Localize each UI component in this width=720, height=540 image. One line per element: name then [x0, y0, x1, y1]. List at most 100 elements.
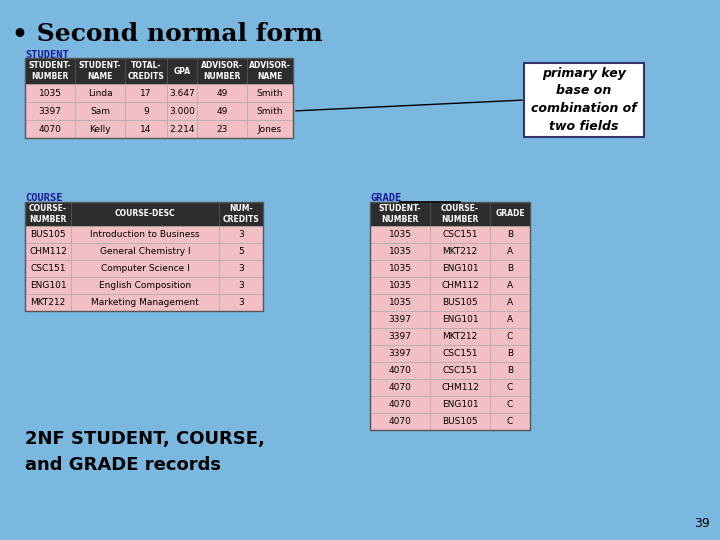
Text: General Chemistry I: General Chemistry I	[99, 247, 190, 256]
Text: 3397: 3397	[389, 315, 412, 324]
Text: ADVISOR-
NAME: ADVISOR- NAME	[249, 62, 291, 80]
Text: 9: 9	[143, 106, 149, 116]
Bar	[197, 84, 247, 102]
Bar	[370, 226, 430, 243]
Text: ENG101: ENG101	[441, 400, 478, 409]
Bar	[370, 260, 430, 277]
Text: GRADE: GRADE	[495, 210, 525, 219]
Bar	[25, 277, 71, 294]
Text: ENG101: ENG101	[441, 315, 478, 324]
Text: STUDENT-
NUMBER: STUDENT- NUMBER	[379, 204, 421, 224]
Bar	[197, 120, 247, 138]
Bar	[490, 379, 530, 396]
Text: MKT212: MKT212	[442, 332, 477, 341]
Text: 23: 23	[216, 125, 228, 133]
Text: 39: 39	[694, 517, 710, 530]
Text: C: C	[507, 400, 513, 409]
Bar	[25, 243, 71, 260]
Bar	[370, 413, 430, 430]
Text: ENG101: ENG101	[30, 281, 66, 290]
Bar	[25, 102, 75, 120]
Text: A: A	[507, 247, 513, 256]
Bar	[75, 120, 125, 138]
Text: NUM-
CREDITS: NUM- CREDITS	[222, 204, 259, 224]
Bar	[430, 226, 490, 243]
Text: 3397: 3397	[389, 349, 412, 358]
Text: GRADE: GRADE	[370, 193, 401, 203]
Bar	[219, 277, 263, 294]
Text: 1035: 1035	[38, 89, 61, 98]
Bar	[167, 102, 197, 120]
Bar	[370, 328, 430, 345]
Text: 3.647: 3.647	[169, 89, 195, 98]
Bar	[490, 202, 530, 226]
Text: C: C	[507, 417, 513, 426]
Bar	[71, 277, 219, 294]
Bar	[490, 294, 530, 311]
Bar	[125, 102, 167, 120]
Bar	[430, 294, 490, 311]
Bar	[25, 226, 71, 243]
Bar	[370, 243, 430, 260]
Text: ENG101: ENG101	[441, 264, 478, 273]
Bar	[370, 396, 430, 413]
Bar	[219, 226, 263, 243]
Text: 1035: 1035	[389, 281, 412, 290]
Bar	[490, 362, 530, 379]
Bar	[197, 58, 247, 84]
Bar	[430, 413, 490, 430]
Text: B: B	[507, 366, 513, 375]
Bar	[247, 84, 293, 102]
Text: COURSE: COURSE	[25, 193, 63, 203]
Text: COURSE-DESC: COURSE-DESC	[114, 210, 175, 219]
Bar	[197, 102, 247, 120]
Text: primary key
base on
combination of
two fields: primary key base on combination of two f…	[531, 66, 637, 133]
Text: CSC151: CSC151	[442, 349, 478, 358]
Text: A: A	[507, 281, 513, 290]
Bar	[219, 260, 263, 277]
Text: Computer Science I: Computer Science I	[101, 264, 189, 273]
Bar	[125, 84, 167, 102]
Bar	[370, 202, 530, 430]
Text: CHM112: CHM112	[441, 281, 479, 290]
Bar	[219, 294, 263, 311]
Bar	[167, 58, 197, 84]
Bar	[430, 396, 490, 413]
Bar	[490, 396, 530, 413]
Text: CSC151: CSC151	[30, 264, 66, 273]
Text: CSC151: CSC151	[442, 366, 478, 375]
Text: 1035: 1035	[389, 264, 412, 273]
Text: 2NF STUDENT, COURSE,
and GRADE records: 2NF STUDENT, COURSE, and GRADE records	[25, 430, 265, 475]
Bar	[247, 58, 293, 84]
Bar	[75, 102, 125, 120]
Text: 1035: 1035	[389, 298, 412, 307]
Bar	[71, 260, 219, 277]
Bar	[71, 294, 219, 311]
Text: STUDENT: STUDENT	[25, 50, 68, 60]
Text: 3: 3	[238, 281, 244, 290]
Text: • Second normal form: • Second normal form	[12, 22, 323, 46]
Bar	[430, 345, 490, 362]
Text: 3: 3	[238, 230, 244, 239]
Text: 17: 17	[140, 89, 152, 98]
Text: MKT212: MKT212	[442, 247, 477, 256]
Bar	[370, 277, 430, 294]
FancyBboxPatch shape	[524, 63, 644, 137]
Text: Linda: Linda	[88, 89, 112, 98]
Text: ADVISOR-
NUMBER: ADVISOR- NUMBER	[201, 62, 243, 80]
Text: CHM112: CHM112	[441, 383, 479, 392]
Text: BUS105: BUS105	[30, 230, 66, 239]
Text: 49: 49	[216, 89, 228, 98]
Bar	[25, 260, 71, 277]
Bar	[370, 294, 430, 311]
Bar	[430, 243, 490, 260]
Text: Introduction to Business: Introduction to Business	[90, 230, 200, 239]
Bar	[167, 120, 197, 138]
Bar	[490, 311, 530, 328]
Bar	[247, 120, 293, 138]
Bar	[370, 379, 430, 396]
Bar	[125, 58, 167, 84]
Bar	[71, 202, 219, 226]
Text: 3397: 3397	[389, 332, 412, 341]
Text: 4070: 4070	[389, 383, 411, 392]
